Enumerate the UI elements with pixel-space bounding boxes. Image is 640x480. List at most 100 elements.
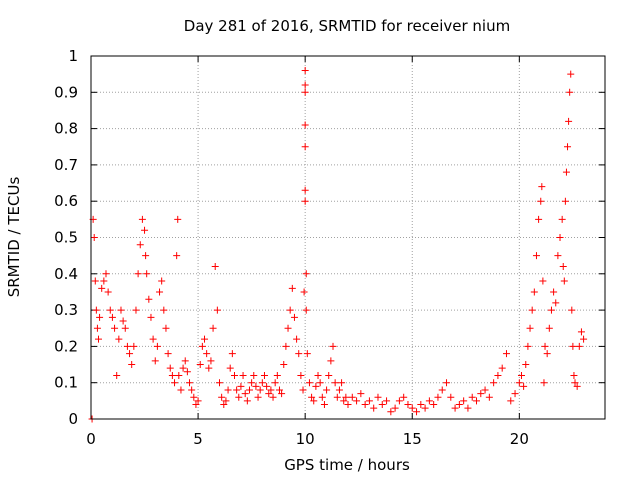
data-point (522, 361, 530, 369)
data-point (532, 252, 540, 260)
data-point (517, 371, 525, 379)
data-point (507, 397, 515, 405)
data-point (565, 117, 573, 125)
data-point (224, 386, 232, 394)
data-point (331, 379, 339, 387)
data-point (333, 393, 341, 401)
data-point (250, 371, 258, 379)
data-point (494, 371, 502, 379)
data-point (430, 400, 438, 408)
data-point (295, 350, 303, 358)
data-point (539, 277, 547, 285)
data-point (269, 393, 277, 401)
data-point (119, 317, 127, 325)
data-point (520, 382, 528, 390)
data-point (205, 364, 213, 372)
data-point (190, 393, 198, 401)
x-axis-label: GPS time / hours (284, 456, 410, 474)
data-point (194, 397, 202, 405)
plot-frame (90, 55, 606, 420)
y-tick-label: 0.2 (54, 337, 78, 355)
x-tick-label: 0 (86, 430, 96, 448)
data-point (275, 386, 283, 394)
data-point (207, 357, 215, 365)
data-point (102, 270, 110, 278)
data-point (417, 400, 425, 408)
data-point (391, 404, 399, 412)
data-point (226, 364, 234, 372)
y-tick-label: 1 (68, 47, 78, 65)
data-point (115, 335, 123, 343)
x-tick-label: 5 (193, 430, 203, 448)
data-point (186, 379, 194, 387)
data-point (174, 215, 182, 223)
data-point (201, 335, 209, 343)
data-point (438, 386, 446, 394)
data-point (566, 88, 574, 96)
y-tick-label: 0.1 (54, 374, 78, 392)
data-point (280, 361, 288, 369)
data-point (338, 379, 346, 387)
data-point (132, 306, 140, 314)
data-point (325, 371, 333, 379)
data-point (300, 288, 308, 296)
data-point (149, 335, 157, 343)
data-point (434, 393, 442, 401)
data-point (126, 350, 134, 358)
data-point (413, 408, 421, 416)
data-point (314, 371, 322, 379)
data-point (183, 368, 191, 376)
data-point (387, 408, 395, 416)
data-point (312, 382, 320, 390)
data-point (567, 70, 575, 78)
data-point (485, 393, 493, 401)
data-point (329, 342, 337, 350)
y-tick-label: 0.4 (54, 265, 78, 283)
data-point (370, 404, 378, 412)
data-point (318, 393, 326, 401)
data-point (316, 379, 324, 387)
data-point (400, 393, 408, 401)
data-point (498, 364, 506, 372)
data-point (179, 364, 187, 372)
data-point (473, 397, 480, 405)
data-point (365, 397, 373, 405)
data-point (395, 397, 403, 405)
data-point (108, 313, 116, 321)
data-point (515, 379, 523, 387)
data-point (425, 397, 433, 405)
data-point (121, 324, 129, 332)
data-point (541, 342, 549, 350)
y-tick-label: 0.6 (54, 192, 78, 210)
data-point (538, 183, 546, 191)
data-point (216, 379, 223, 387)
x-tick-label: 20 (510, 430, 529, 448)
data-point (447, 393, 455, 401)
data-point (575, 342, 583, 350)
data-point (158, 277, 166, 285)
data-point (211, 263, 219, 271)
x-tick-label: 15 (403, 430, 422, 448)
y-tick-label: 0.7 (54, 156, 78, 174)
y-tick-label: 0.9 (54, 83, 78, 101)
data-point (408, 404, 416, 412)
y-tick-label: 0 (68, 410, 78, 428)
data-point (104, 288, 112, 296)
data-point (361, 400, 369, 408)
data-point (92, 306, 100, 314)
data-point (577, 328, 585, 336)
data-point (310, 397, 318, 405)
y-tick-label: 0.8 (54, 120, 78, 138)
data-point (344, 400, 352, 408)
data-point (258, 379, 266, 387)
data-point (543, 350, 551, 358)
data-point (421, 404, 429, 412)
data-point (554, 252, 562, 260)
data-point (138, 215, 146, 223)
data-point (477, 390, 485, 398)
data-point (301, 81, 309, 89)
data-point (243, 397, 251, 405)
data-point (301, 143, 309, 151)
data-point (245, 386, 253, 394)
